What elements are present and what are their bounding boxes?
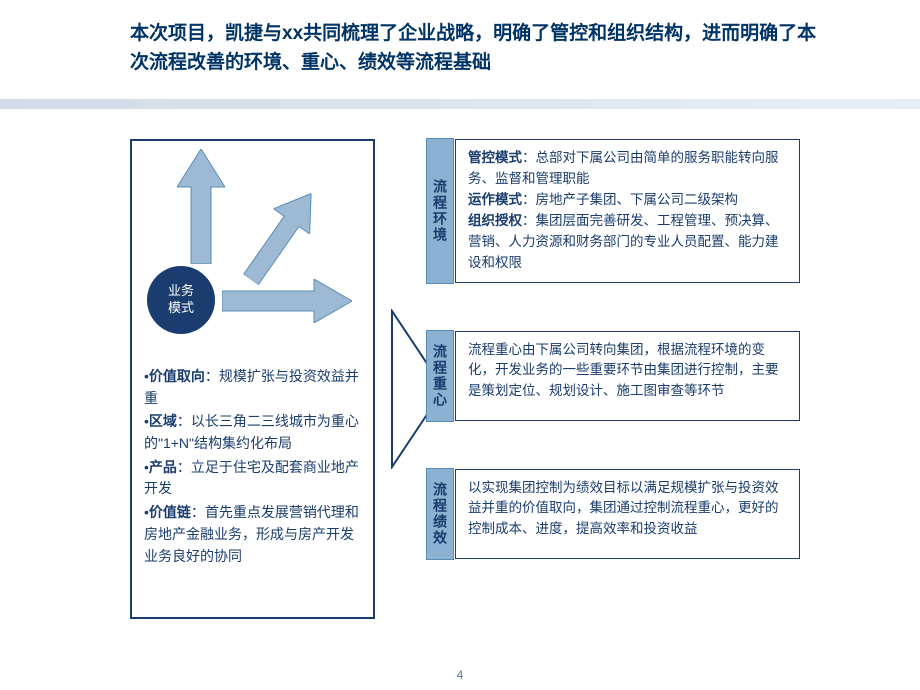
bullet-label: 区域 [149, 413, 177, 429]
arrow-up-icon [177, 149, 225, 264]
right-sections: 流程环境管控模式：总部对下属公司由简单的服务职能转向服务、监督和管理职能运作模式… [455, 139, 800, 559]
section-content: 管控模式：总部对下属公司由简单的服务职能转向服务、监督和管理职能运作模式：房地产… [468, 148, 787, 274]
arrow-right-icon [222, 279, 352, 323]
section-segment: 管控模式：总部对下属公司由简单的服务职能转向服务、监督和管理职能 [468, 148, 787, 190]
section-tab: 流程重心 [426, 330, 454, 422]
bullet-label: 产品 [149, 459, 177, 475]
segment-label: 管控模式 [468, 150, 522, 165]
bullet-label: 价值链 [149, 504, 191, 520]
bullet-list: •价值取向：规模扩张与投资效益并重•区域：以长三角二三线城市为重心的"1+N"结… [132, 361, 373, 579]
bullet-item: •价值链：首先重点发展营销代理和房地产金融业务，形成与房产开发业务良好的协同 [144, 502, 361, 567]
section-content: 以实现集团控制为绩效目标以满足规模扩张与投资效益并重的价值取向，集团通过控制流程… [468, 478, 787, 541]
title-underline [0, 99, 920, 109]
section-segment: 运作模式：房地产子集团、下属公司二级架构 [468, 190, 787, 211]
section-box: 流程环境管控模式：总部对下属公司由简单的服务职能转向服务、监督和管理职能运作模式… [455, 139, 800, 283]
business-model-circle: 业务 模式 [147, 266, 215, 334]
bullet-item: •价值取向：规模扩张与投资效益并重 [144, 366, 361, 409]
bullet-text: ：立足于住宅及配套商业地产开发 [144, 459, 359, 497]
section-segment: 流程重心由下属公司转向集团，根据流程环境的变化，开发业务的一些重要环节由集团进行… [468, 340, 787, 403]
content-area: 业务 模式 •价值取向：规模扩张与投资效益并重•区域：以长三角二三线城市为重心的… [0, 109, 920, 649]
bullet-label: 价值取向 [149, 368, 205, 384]
bullet-item: •产品：立足于住宅及配套商业地产开发 [144, 457, 361, 500]
left-diagram: 业务 模式 [132, 141, 373, 361]
section-tab: 流程绩效 [426, 468, 454, 560]
bullet-text: ：以长三角二三线城市为重心的"1+N"结构集约化布局 [144, 413, 359, 451]
section-segment: 以实现集团控制为绩效目标以满足规模扩张与投资效益并重的价值取向，集团通过控制流程… [468, 478, 787, 541]
segment-label: 组织授权 [468, 213, 522, 228]
bullet-item: •区域：以长三角二三线城市为重心的"1+N"结构集约化布局 [144, 411, 361, 454]
business-model-box: 业务 模式 •价值取向：规模扩张与投资效益并重•区域：以长三角二三线城市为重心的… [130, 139, 375, 619]
circle-label: 业务 模式 [168, 283, 194, 317]
section-tab: 流程环境 [426, 138, 454, 284]
section-box: 流程绩效以实现集团控制为绩效目标以满足规模扩张与投资效益并重的价值取向，集团通过… [455, 469, 800, 559]
section-segment: 组织授权：集团层面完善研发、工程管理、预决算、营销、人力资源和财务部门的专业人员… [468, 211, 787, 274]
segment-label: 运作模式 [468, 192, 522, 207]
page-number: 4 [0, 668, 920, 682]
segment-text: ：房地产子集团、下属公司二级架构 [522, 192, 738, 207]
segment-text: 以实现集团控制为绩效目标以满足规模扩张与投资效益并重的价值取向，集团通过控制流程… [468, 480, 779, 537]
title-area: 本次项目，凯捷与xx共同梳理了企业战略，明确了管控和组织结构，进而明确了本次流程… [0, 0, 920, 87]
section-content: 流程重心由下属公司转向集团，根据流程环境的变化，开发业务的一些重要环节由集团进行… [468, 340, 787, 403]
page-title: 本次项目，凯捷与xx共同梳理了企业战略，明确了管控和组织结构，进而明确了本次流程… [130, 20, 830, 77]
section-box: 流程重心流程重心由下属公司转向集团，根据流程环境的变化，开发业务的一些重要环节由… [455, 331, 800, 421]
segment-text: 流程重心由下属公司转向集团，根据流程环境的变化，开发业务的一些重要环节由集团进行… [468, 342, 779, 399]
